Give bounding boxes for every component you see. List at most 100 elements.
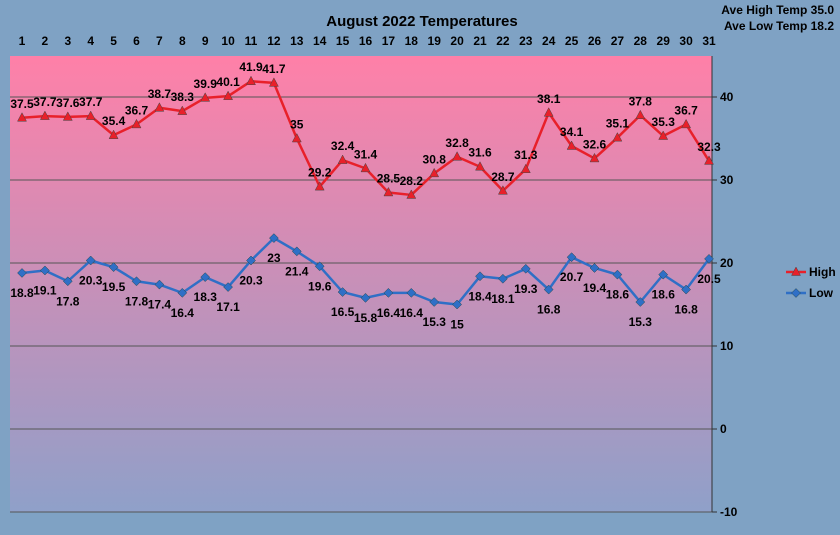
low-data-label: 15.3 [629, 315, 653, 329]
x-tick-label: 28 [634, 34, 648, 48]
x-tick-label: 18 [405, 34, 419, 48]
y-axis-ticks: -10 0 10 20 30 40 [711, 56, 738, 519]
x-tick-label: 15 [336, 34, 350, 48]
low-data-label: 19.4 [583, 281, 607, 295]
high-point [154, 102, 165, 112]
low-data-label: 18.6 [606, 288, 630, 302]
low-point [543, 284, 554, 295]
low-point [108, 262, 119, 273]
high-data-label: 31.6 [468, 146, 492, 160]
data-labels: 37.5 37.7 37.6 37.735.436.738.7 38.339.9 40.1… [10, 60, 721, 331]
low-point [246, 255, 256, 266]
ave-low-temp: Ave Low Temp 18.2 [724, 19, 834, 33]
low-data-label: 21.4 [285, 264, 309, 278]
low-point [269, 233, 279, 243]
high-point [268, 77, 279, 87]
x-tick-label: 6 [133, 34, 140, 48]
low-point [177, 288, 188, 298]
high-point [291, 132, 302, 143]
low-data-label: 20.7 [560, 270, 584, 284]
high-data-label: 37.8 [629, 94, 653, 108]
high-point [406, 189, 417, 199]
x-tick-label: 26 [588, 34, 602, 48]
low-data-label: 16.4 [400, 306, 424, 320]
y-tick-label: -10 [720, 505, 738, 519]
high-point [360, 162, 371, 173]
x-tick-label: 11 [245, 34, 258, 48]
low-data-label: 19.1 [33, 283, 57, 297]
high-point [108, 129, 119, 139]
y-tick-label: 40 [720, 90, 734, 104]
low-point [520, 263, 531, 274]
low-data-label: 18.8 [10, 286, 34, 300]
high-data-label: 29.2 [308, 166, 332, 180]
x-tick-label: 21 [473, 34, 487, 48]
high-data-label: 31.4 [354, 147, 378, 161]
low-data-label: 16.4 [377, 306, 401, 320]
high-point [246, 75, 256, 85]
low-data-label: 17.1 [216, 300, 240, 314]
low-point [360, 293, 371, 303]
high-point [223, 90, 234, 100]
low-data-label: 19.3 [514, 282, 538, 296]
y-tick-label: 0 [720, 422, 727, 436]
low-point [452, 299, 462, 310]
low-data-label: 20.3 [239, 274, 263, 288]
high-data-label: 37.7 [33, 95, 57, 109]
high-data-label: 41.7 [262, 62, 286, 76]
high-point [62, 111, 73, 121]
high-point [452, 151, 463, 161]
high-data-label: 34.1 [560, 125, 584, 139]
low-data-label: 16.4 [171, 306, 195, 320]
x-tick-label: 31 [702, 34, 716, 48]
low-data-label: 18.1 [491, 292, 515, 306]
high-point [200, 92, 211, 102]
x-tick-label: 1 [19, 34, 26, 48]
high-point [39, 110, 50, 120]
x-tick-label: 20 [450, 34, 464, 48]
high-data-label: 36.7 [125, 103, 149, 117]
high-data-label: 40.1 [216, 75, 240, 89]
low-point [406, 288, 417, 298]
low-point [131, 276, 142, 287]
low-data-label: 17.8 [56, 294, 80, 308]
high-data-label: 36.7 [674, 103, 698, 117]
low-data-label: 19.5 [102, 280, 126, 294]
high-point [314, 181, 325, 191]
plot-area [10, 56, 712, 512]
legend-low-label: Low [809, 286, 834, 300]
x-tick-label: 5 [110, 34, 117, 48]
high-data-label: 30.8 [423, 152, 447, 166]
high-data-label: 37.6 [56, 96, 80, 110]
x-tick-label: 17 [382, 34, 396, 48]
low-point [704, 253, 714, 264]
high-data-label: 35.3 [652, 115, 676, 129]
high-data-label: 32.8 [445, 136, 469, 150]
series-layer [17, 75, 714, 310]
high-point [475, 161, 485, 171]
low-point [17, 268, 27, 278]
high-data-label: 41.9 [239, 60, 263, 74]
low-point [291, 246, 302, 257]
low-point [681, 284, 691, 295]
high-data-label: 28.2 [400, 174, 424, 188]
high-point [543, 107, 554, 117]
low-point [85, 255, 96, 266]
high-data-label: 35.1 [606, 117, 630, 131]
x-tick-label: 8 [179, 34, 186, 48]
low-data-label: 18.4 [468, 289, 492, 303]
high-point [704, 155, 714, 165]
x-tick-label: 24 [542, 34, 556, 48]
low-point [475, 271, 485, 282]
low-point [612, 269, 623, 280]
x-tick-label: 4 [87, 34, 94, 48]
high-data-label: 28.5 [377, 171, 401, 185]
high-point [681, 118, 692, 129]
high-data-label: 32.6 [583, 137, 607, 151]
low-data-label: 17.4 [148, 298, 172, 312]
x-tick-label: 7 [156, 34, 163, 48]
high-point [85, 110, 96, 120]
x-tick-label: 3 [64, 34, 71, 48]
high-data-label: 32.4 [331, 139, 355, 153]
